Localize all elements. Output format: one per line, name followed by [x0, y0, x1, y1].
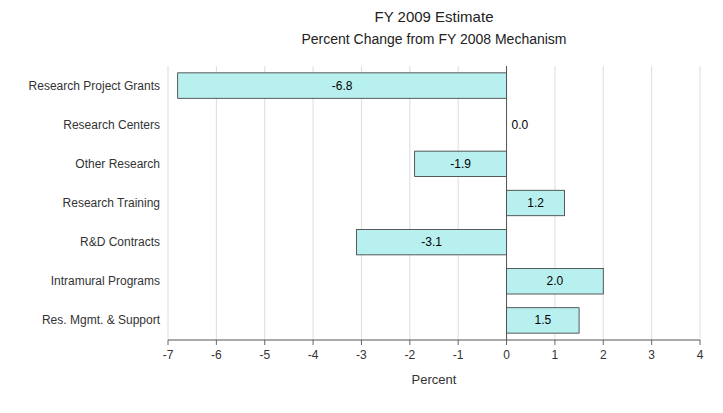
- data-label: -6.8: [332, 79, 353, 93]
- tick-mark: [554, 340, 555, 345]
- tick-label: 0: [503, 348, 510, 362]
- grid-line: [458, 66, 459, 340]
- grid-line: [700, 66, 701, 340]
- data-label: 1.5: [534, 313, 551, 327]
- bar: [507, 308, 580, 333]
- category-label: Research Project Grants: [29, 79, 160, 93]
- data-label: 2.0: [547, 274, 564, 288]
- tick-mark: [700, 340, 701, 345]
- bars: [178, 73, 604, 333]
- x-axis-label: Percent: [412, 372, 457, 387]
- tick-label: -5: [259, 348, 270, 362]
- bar: [357, 229, 507, 254]
- title: FY 2009 Estimate: [375, 8, 494, 25]
- data-label: 0.0: [512, 118, 529, 132]
- tick-label: 3: [648, 348, 655, 362]
- zero-line: [506, 66, 507, 340]
- bar: [178, 73, 507, 98]
- grid-line: [409, 66, 410, 340]
- tick-mark: [361, 340, 362, 345]
- tick-label: 2: [600, 348, 607, 362]
- tick-label: -1: [453, 348, 464, 362]
- category-label: Res. Mgmt. & Support: [42, 313, 161, 327]
- grid-line: [264, 66, 265, 340]
- chart: FY 2009 Estimate Percent Change from FY 2…: [0, 0, 723, 413]
- tick-mark: [409, 340, 410, 345]
- bar: [415, 151, 507, 176]
- tick-label: -7: [163, 348, 174, 362]
- tick-label: 4: [697, 348, 704, 362]
- category-label: Research Training: [63, 196, 160, 210]
- x-axis-line: [168, 340, 700, 341]
- grid: [168, 66, 700, 340]
- tick-mark: [651, 340, 652, 345]
- tick-mark: [216, 340, 217, 345]
- grid-line: [651, 66, 652, 340]
- tick-mark: [264, 340, 265, 345]
- data-label: -3.1: [421, 235, 442, 249]
- grid-line: [168, 66, 169, 340]
- tick-mark: [458, 340, 459, 345]
- data-label: 1.2: [527, 196, 544, 210]
- tick-label: -4: [308, 348, 319, 362]
- bar: [507, 269, 604, 294]
- tick-mark: [168, 340, 169, 345]
- subtitle: Percent Change from FY 2008 Mechanism: [301, 31, 566, 47]
- category-label: R&D Contracts: [80, 235, 160, 249]
- tick-mark: [603, 340, 604, 345]
- tick-mark: [313, 340, 314, 345]
- chart-container: FY 2009 Estimate Percent Change from FY 2…: [0, 0, 723, 413]
- tick-label: -3: [356, 348, 367, 362]
- grid-line: [603, 66, 604, 340]
- tick-mark: [506, 340, 507, 345]
- tick-label: 1: [552, 348, 559, 362]
- tick-label: -6: [211, 348, 222, 362]
- grid-line: [361, 66, 362, 340]
- category-label: Research Centers: [63, 118, 160, 132]
- category-label: Other Research: [75, 157, 160, 171]
- tick-label: -2: [404, 348, 415, 362]
- grid-line: [506, 66, 507, 340]
- data-label: -1.9: [450, 157, 471, 171]
- grid-line: [313, 66, 314, 340]
- bar: [507, 190, 565, 215]
- category-label: Intramural Programs: [51, 274, 160, 288]
- grid-line: [216, 66, 217, 340]
